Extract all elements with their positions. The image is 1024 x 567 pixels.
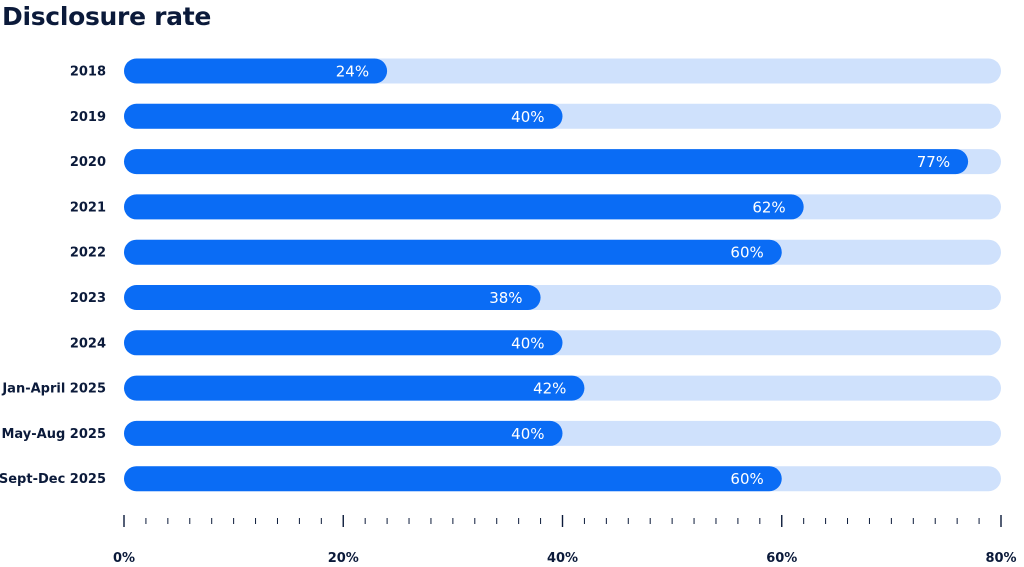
x-tick-label: 20%	[328, 551, 359, 566]
bar	[124, 375, 585, 401]
category-label: May-Aug 2025	[1, 427, 106, 442]
value-label: 40%	[511, 108, 544, 126]
chart-title: Disclosure rate	[2, 2, 212, 31]
bar	[124, 466, 782, 492]
category-label: Jan-April 2025	[1, 382, 106, 397]
bar	[124, 330, 563, 356]
value-label: 77%	[917, 153, 950, 171]
category-label: 2018	[70, 65, 106, 80]
x-tick-label: 80%	[985, 551, 1016, 566]
bar	[124, 58, 388, 84]
x-axis: 0% 20% 40% 60% 80%	[113, 515, 1017, 566]
category-label: 2021	[70, 200, 106, 215]
value-label: 24%	[336, 63, 369, 81]
bar	[124, 285, 541, 310]
category-labels: 2018 2019 2020 2021 2022 2023 2024 Jan-April 20…	[0, 65, 106, 488]
bar	[124, 194, 804, 220]
x-tick-label: 40%	[547, 551, 578, 566]
value-label: 42%	[533, 380, 566, 398]
category-label: Sept-Dec 2025	[0, 472, 106, 487]
value-label: 38%	[489, 289, 522, 307]
bar	[124, 149, 969, 175]
category-label: 2020	[70, 155, 106, 170]
value-labels: 24% 40% 77% 62% 60% 38% 40% 42% 40% 60%	[336, 63, 950, 489]
value-label: 62%	[752, 198, 785, 216]
value-label: 40%	[511, 334, 544, 352]
x-tick-label: 0%	[113, 551, 135, 566]
x-tick-label: 60%	[766, 551, 797, 566]
value-label: 40%	[511, 425, 544, 443]
value-label: 60%	[730, 470, 763, 488]
category-label: 2019	[70, 110, 106, 125]
bars	[124, 58, 969, 492]
value-label: 60%	[730, 244, 763, 262]
bar	[124, 239, 782, 265]
category-label: 2023	[70, 291, 106, 306]
bar	[124, 103, 563, 129]
bar	[124, 420, 563, 446]
category-label: 2022	[70, 246, 106, 261]
category-label: 2024	[70, 336, 106, 351]
